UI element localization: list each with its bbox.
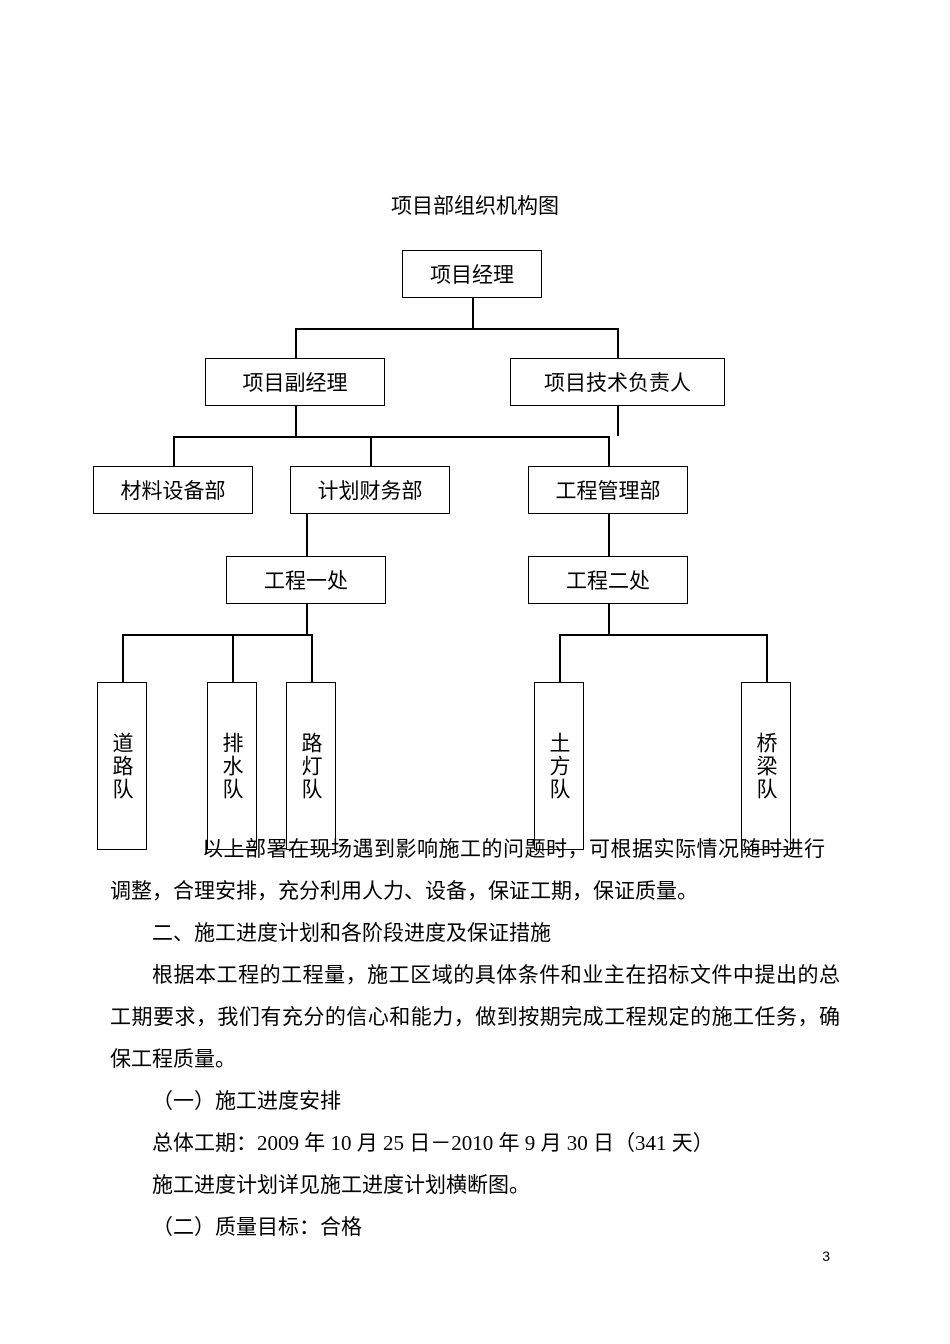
connector xyxy=(122,634,124,682)
connector xyxy=(311,634,313,682)
connector xyxy=(559,634,767,636)
node-earth: 土方队 xyxy=(534,682,584,850)
body-text: 调整，合理安排，充分利用人力、设备，保证工期，保证质量。 二、施工进度计划和各阶… xyxy=(110,870,840,1248)
node-div2: 工程二处 xyxy=(528,556,688,604)
para-6: （二）质量目标：合格 xyxy=(110,1206,840,1248)
connector xyxy=(232,634,234,682)
para-4: 总体工期：2009 年 10 月 25 日－2010 年 9 月 30 日（34… xyxy=(110,1122,840,1164)
connector xyxy=(295,328,617,330)
connector xyxy=(173,436,175,466)
node-div1: 工程一处 xyxy=(226,556,386,604)
chart-title: 项目部组织机构图 xyxy=(110,190,840,220)
connector xyxy=(472,298,474,328)
node-drain: 排水队 xyxy=(207,682,257,850)
node-deputy: 项目副经理 xyxy=(205,358,385,406)
node-tech: 项目技术负责人 xyxy=(510,358,725,406)
para-5: 施工进度计划详见施工进度计划横断图。 xyxy=(110,1164,840,1206)
node-pm: 项目经理 xyxy=(402,250,542,298)
connector xyxy=(122,634,312,636)
connector xyxy=(295,406,297,436)
node-mat: 材料设备部 xyxy=(93,466,253,514)
page-number: 3 xyxy=(822,1248,830,1264)
connector xyxy=(295,328,297,358)
connector xyxy=(608,604,610,634)
connector xyxy=(559,634,561,682)
node-road: 道路队 xyxy=(97,682,147,850)
node-bridge: 桥梁队 xyxy=(741,682,791,850)
connector xyxy=(306,514,308,556)
node-eng: 工程管理部 xyxy=(528,466,688,514)
connector xyxy=(617,406,619,436)
node-light: 路灯队 xyxy=(286,682,336,850)
connector xyxy=(617,328,619,358)
para-0-rest: 调整，合理安排，充分利用人力、设备，保证工期，保证质量。 xyxy=(110,870,840,912)
connector xyxy=(608,514,610,556)
connector xyxy=(370,436,372,466)
org-chart: 项目经理 项目副经理 项目技术负责人 材料设备部 计划财务部 工程管理部 工程一… xyxy=(110,250,860,870)
para-2: 根据本工程的工程量，施工区域的具体条件和业主在招标文件中提出的总工期要求，我们有… xyxy=(110,954,840,1080)
connector xyxy=(173,436,608,438)
node-fin: 计划财务部 xyxy=(290,466,450,514)
connector xyxy=(608,436,610,466)
para-3: （一）施工进度安排 xyxy=(110,1080,840,1122)
connector xyxy=(306,604,308,634)
para-1: 二、施工进度计划和各阶段进度及保证措施 xyxy=(110,912,840,954)
overlap-text: 以上部署在现场遇到影响施工的问题时，可根据实际情况随时进行 xyxy=(160,828,860,870)
connector xyxy=(766,634,768,682)
